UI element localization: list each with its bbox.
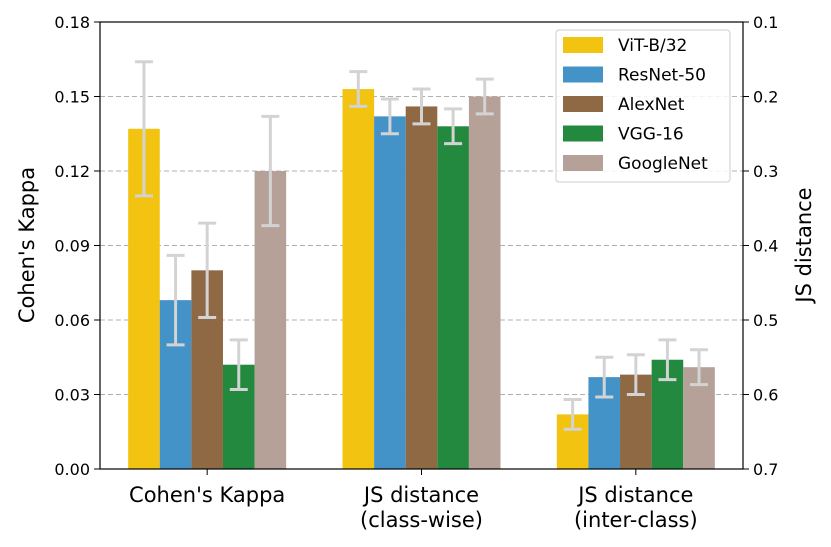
y-tick-label: 0.12 [54, 162, 90, 181]
x-tick-label: (class-wise) [360, 508, 483, 532]
legend-label: ViT-B/32 [618, 36, 687, 56]
legend: ViT-B/32 ResNet-50 AlexNet VGG-16 GoogleNet [555, 29, 731, 183]
bar [468, 96, 501, 469]
y2-tick-label: 0.6 [753, 386, 778, 405]
y-axis-label: Cohen's Kappa [15, 167, 39, 323]
x-tick-label: (inter-class) [574, 508, 698, 532]
legend-label: VGG-16 [618, 125, 684, 145]
legend-label: GoogleNet [618, 154, 708, 174]
x-tick-label: Cohen's Kappa [129, 483, 285, 507]
y2-tick-label: 0.4 [753, 237, 778, 256]
bar [374, 116, 406, 469]
bar [342, 89, 375, 470]
y-tick-label: 0.06 [54, 311, 90, 330]
y2-axis-label: JS distance [792, 187, 816, 304]
bar [405, 106, 438, 469]
plot-frame [99, 21, 744, 470]
legend-label: ResNet-50 [618, 66, 706, 86]
y2-tick-label: 0.5 [753, 311, 778, 330]
x-tick-label: JS distance [576, 483, 693, 507]
bars [128, 89, 715, 470]
y-tick-label: 0.15 [54, 88, 90, 107]
legend-swatch [563, 37, 603, 53]
legend-swatch [563, 155, 603, 171]
legend-swatch [563, 96, 603, 112]
legend-label: AlexNet [618, 95, 685, 115]
y2-tick-label: 0.7 [753, 460, 778, 479]
bar [437, 126, 469, 470]
y-tick-label: 0.00 [54, 460, 90, 479]
y2-tick-label: 0.3 [753, 162, 778, 181]
x-tick-label: JS distance [362, 483, 479, 507]
legend-swatch [563, 66, 603, 83]
y-tick-label: 0.03 [54, 386, 90, 405]
y-tick-label: 0.09 [54, 237, 90, 256]
axes: 0.00 0.03 0.06 0.09 0.12 0.15 0.18 0.1 0.2 0.3 0.4… [54, 13, 778, 532]
error-bars [134, 60, 709, 431]
legend-swatch [563, 125, 603, 142]
y2-tick-label: 0.2 [753, 88, 778, 107]
y2-tick-label: 0.1 [753, 13, 778, 32]
y-tick-label: 0.18 [54, 13, 90, 32]
